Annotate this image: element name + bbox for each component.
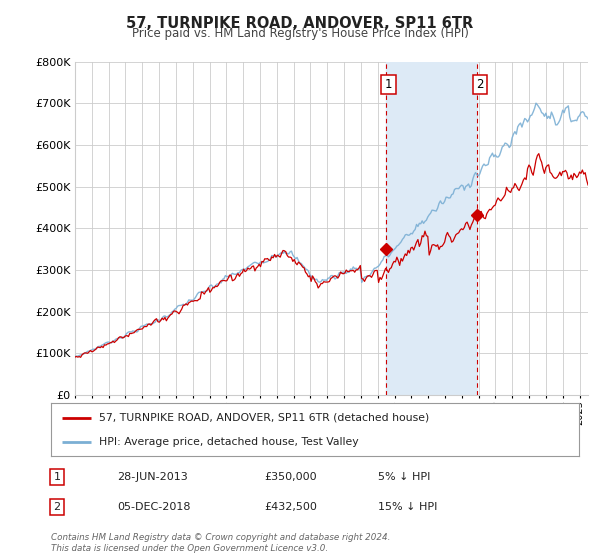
Text: £350,000: £350,000 (264, 472, 317, 482)
Text: 57, TURNPIKE ROAD, ANDOVER, SP11 6TR (detached house): 57, TURNPIKE ROAD, ANDOVER, SP11 6TR (de… (98, 413, 429, 423)
Text: 05-DEC-2018: 05-DEC-2018 (117, 502, 191, 512)
Text: 1: 1 (53, 472, 61, 482)
Text: 5% ↓ HPI: 5% ↓ HPI (378, 472, 430, 482)
Text: HPI: Average price, detached house, Test Valley: HPI: Average price, detached house, Test… (98, 437, 358, 447)
Text: 15% ↓ HPI: 15% ↓ HPI (378, 502, 437, 512)
Bar (386, 62, 478, 395)
Text: 1: 1 (385, 78, 392, 91)
Text: 2: 2 (53, 502, 61, 512)
Text: £432,500: £432,500 (264, 502, 317, 512)
Text: Price paid vs. HM Land Registry's House Price Index (HPI): Price paid vs. HM Land Registry's House … (131, 27, 469, 40)
Text: 2: 2 (476, 78, 484, 91)
Text: Contains HM Land Registry data © Crown copyright and database right 2024.
This d: Contains HM Land Registry data © Crown c… (51, 533, 391, 553)
Text: 57, TURNPIKE ROAD, ANDOVER, SP11 6TR: 57, TURNPIKE ROAD, ANDOVER, SP11 6TR (127, 16, 473, 31)
Text: 28-JUN-2013: 28-JUN-2013 (117, 472, 188, 482)
